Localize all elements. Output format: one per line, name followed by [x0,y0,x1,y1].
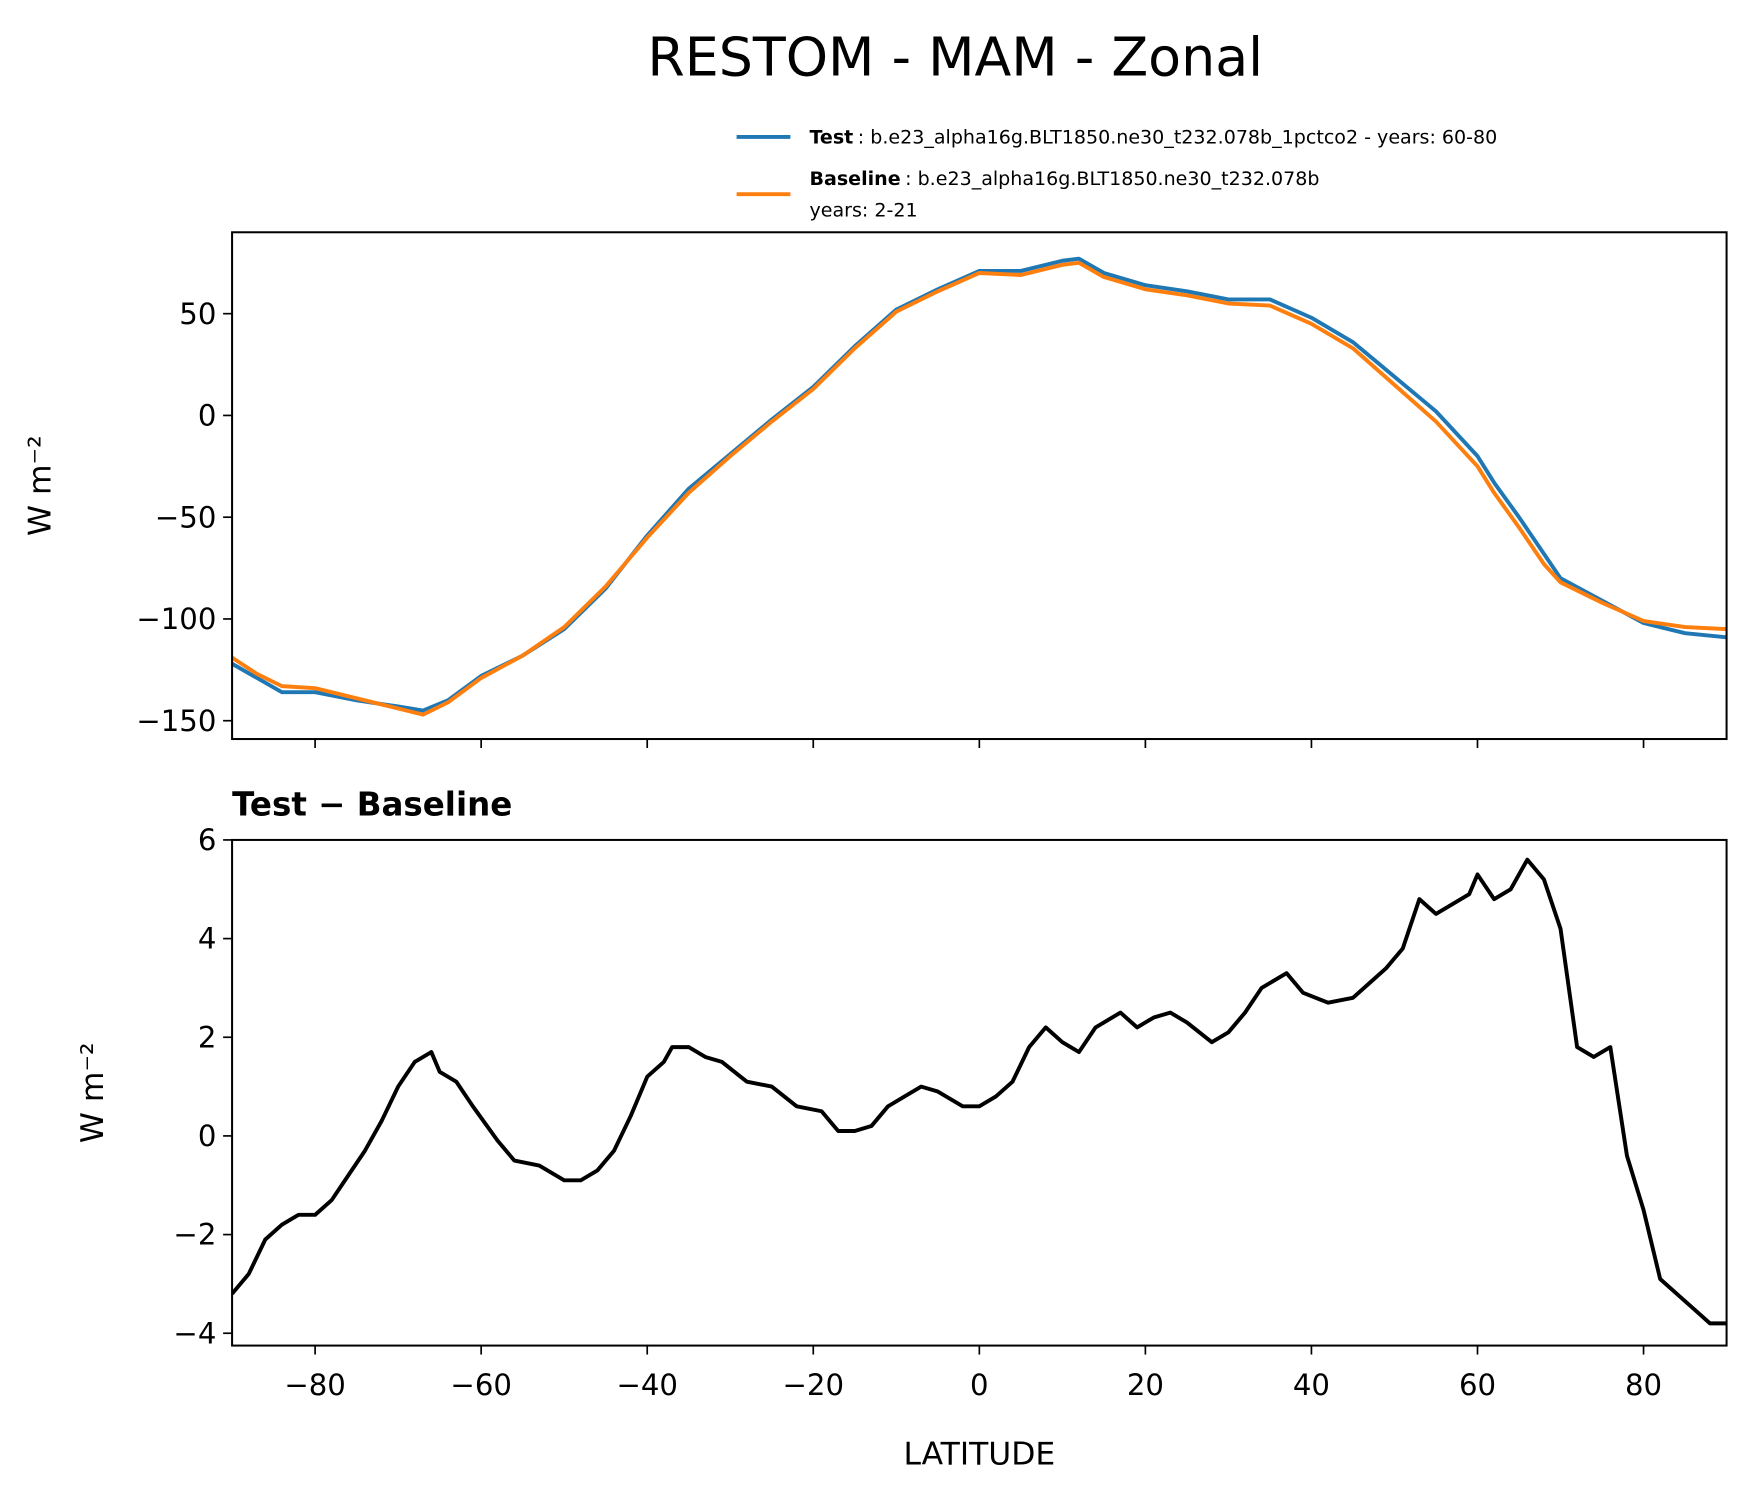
y-tick-label: 0 [198,399,217,433]
y-axis-label: W m⁻² [75,1042,111,1143]
y-tick-label: 6 [198,823,217,857]
x-tick-label: −20 [783,1368,844,1402]
x-tick-label: 60 [1459,1368,1496,1402]
legend-name: Test [809,127,853,149]
axes-frame [231,231,1728,741]
x-tick-label: −40 [616,1368,678,1402]
y-tick-label: −100 [136,602,216,636]
figure-title: RESTOM - MAM - Zonal [647,25,1263,88]
legend-name: Baseline [809,168,900,190]
y-tick-label: −4 [173,1316,216,1350]
y-tick-label: −150 [136,704,216,738]
legend-label: Baseline: b.e23_alpha16g.BLT1850.ne30_t2… [809,168,1319,190]
plot-area [232,857,1727,1326]
y-axis-label: W m⁻² [22,435,58,536]
data-line [232,256,1727,713]
x-axis-label: LATITUDE [903,1436,1055,1472]
y-tick-label: 2 [198,1020,217,1054]
data-line [232,260,1727,717]
legend-text: : b.e23_alpha16g.BLT1850.ne30_t232.078b [905,168,1319,190]
y-tick-label: −50 [155,500,217,534]
legend-text: : b.e23_alpha16g.BLT1850.ne30_t232.078b_… [858,127,1498,149]
x-tick-label: −60 [450,1368,512,1402]
y-tick-label: 4 [198,922,217,956]
x-tick-label: −80 [284,1368,346,1402]
legend-text: years: 2-21 [809,200,917,222]
x-tick-label: 40 [1293,1368,1330,1402]
axes-frame [231,838,1728,1347]
legend-label: Test: b.e23_alpha16g.BLT1850.ne30_t232.0… [809,127,1497,149]
x-tick-label: 0 [970,1368,989,1402]
subplot-title: Test − Baseline [232,785,512,823]
y-tick-label: 0 [198,1119,217,1153]
x-tick-label: 80 [1625,1368,1662,1402]
y-tick-label: −2 [173,1218,216,1252]
y-tick-label: 50 [179,297,216,331]
data-line [232,857,1727,1326]
plot-area [232,256,1727,717]
x-tick-label: 20 [1127,1368,1164,1402]
